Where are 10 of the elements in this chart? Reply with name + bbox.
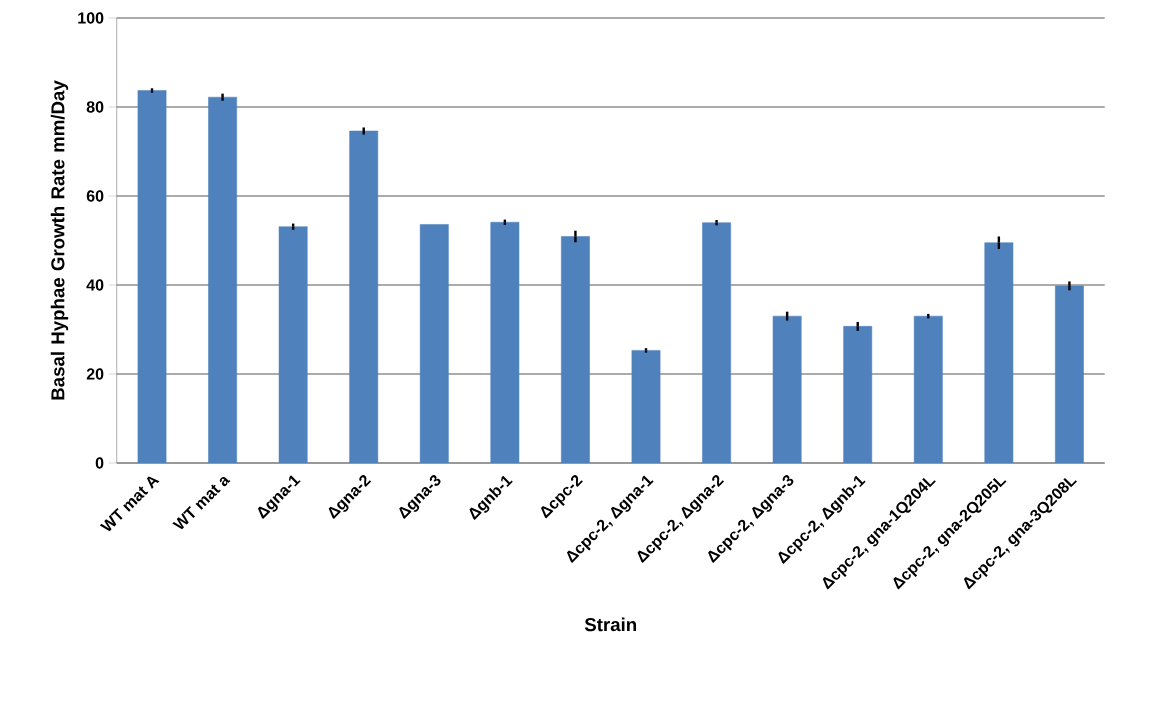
y-tick-label: 20 [86, 368, 104, 380]
y-tick-label: 80 [86, 101, 104, 113]
y-axis-title: Basal Hyphae Growth Rate mm/Day [50, 80, 69, 400]
y-tick-label: 40 [86, 279, 104, 291]
y-tick-label: 60 [86, 190, 104, 202]
y-tick-label: 0 [95, 457, 104, 469]
y-tick-label: 100 [78, 12, 104, 24]
x-tick-label: WT mat a [172, 476, 231, 530]
x-axis-title: Strain [584, 617, 637, 632]
x-tick-label: WT mat A [99, 476, 160, 532]
